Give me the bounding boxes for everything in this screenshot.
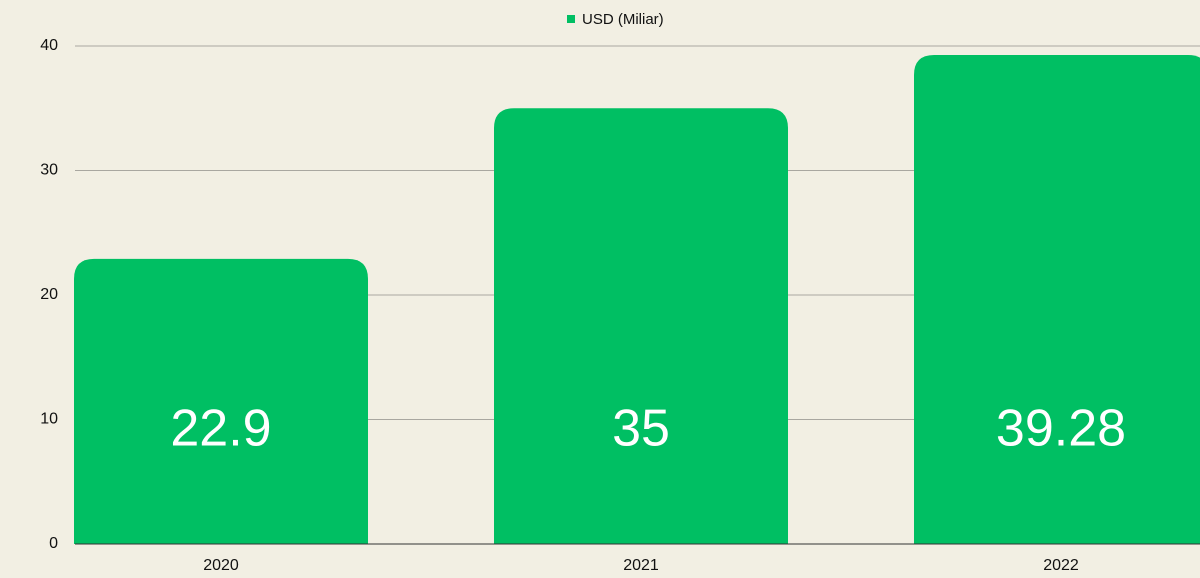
bar (74, 258, 368, 544)
y-tick-label: 0 (49, 535, 58, 552)
legend-label: USD (Miliar) (582, 11, 664, 28)
y-tick-label: 40 (40, 37, 58, 54)
x-tick-label: 2021 (623, 557, 659, 574)
y-tick-label: 10 (40, 411, 58, 428)
bar (494, 108, 788, 544)
bar (914, 54, 1200, 544)
x-tick-label: 2020 (203, 557, 239, 574)
y-tick-label: 20 (40, 286, 58, 303)
legend-swatch (567, 15, 575, 23)
x-tick-label: 2022 (1043, 557, 1079, 574)
data-label: 22.9 (170, 400, 271, 458)
y-tick-label: 30 (40, 162, 58, 179)
data-label: 35 (612, 400, 670, 458)
data-label: 39.28 (996, 400, 1126, 458)
